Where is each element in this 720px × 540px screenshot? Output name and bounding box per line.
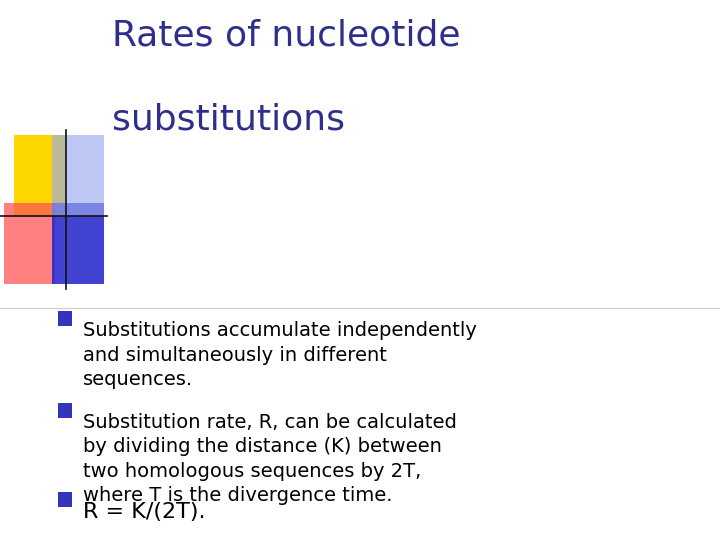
Bar <box>58 402 72 417</box>
Bar <box>52 135 104 216</box>
Bar <box>14 135 66 216</box>
Bar <box>58 491 72 507</box>
Bar <box>52 202 104 284</box>
Text: Substitution rate, R, can be calculated
by dividing the distance (K) between
two: Substitution rate, R, can be calculated … <box>83 413 456 505</box>
Bar <box>4 202 55 284</box>
Text: R = K/(2T).: R = K/(2T). <box>83 502 205 522</box>
Text: Substitutions accumulate independently
and simultaneously in different
sequences: Substitutions accumulate independently a… <box>83 321 477 389</box>
Text: Rates of nucleotide: Rates of nucleotide <box>112 19 460 53</box>
Text: substitutions: substitutions <box>112 103 345 137</box>
Bar <box>58 310 72 326</box>
